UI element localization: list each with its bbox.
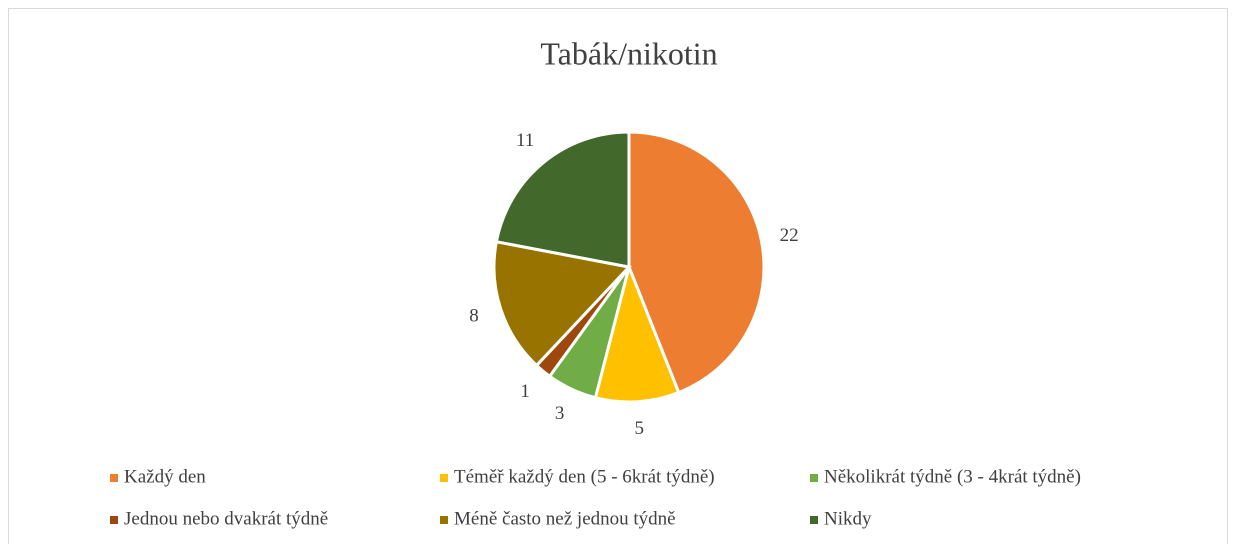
data-label: 22 <box>780 225 799 246</box>
pie-slice <box>492 239 632 368</box>
data-label: 1 <box>520 381 530 402</box>
pie-slice <box>593 262 681 404</box>
data-label: 5 <box>634 418 644 439</box>
legend-swatch <box>110 516 118 524</box>
legend-label: Nikdy <box>824 508 872 529</box>
data-label: 11 <box>516 130 534 151</box>
legend-label: Jednou nebo dvakrát týdně <box>124 508 328 529</box>
legend-label: Méně často než jednou týdně <box>454 508 676 529</box>
chart-title: Tabák/nikotin <box>540 35 717 71</box>
legend-label: Téměř každý den (5 - 6krát týdně) <box>454 466 715 487</box>
legend-swatch <box>110 474 118 482</box>
legend-swatch <box>810 516 818 524</box>
data-label: 3 <box>555 403 565 424</box>
legend-label: Každý den <box>124 466 206 487</box>
legend-swatch <box>440 474 448 482</box>
pie-slice <box>627 130 766 395</box>
pie-slice <box>494 130 631 269</box>
legend-swatch <box>440 516 448 524</box>
legend-label: Několikrát týdně (3 - 4krát týdně) <box>824 466 1081 487</box>
legend-swatch <box>810 474 818 482</box>
data-label: 8 <box>469 306 479 327</box>
